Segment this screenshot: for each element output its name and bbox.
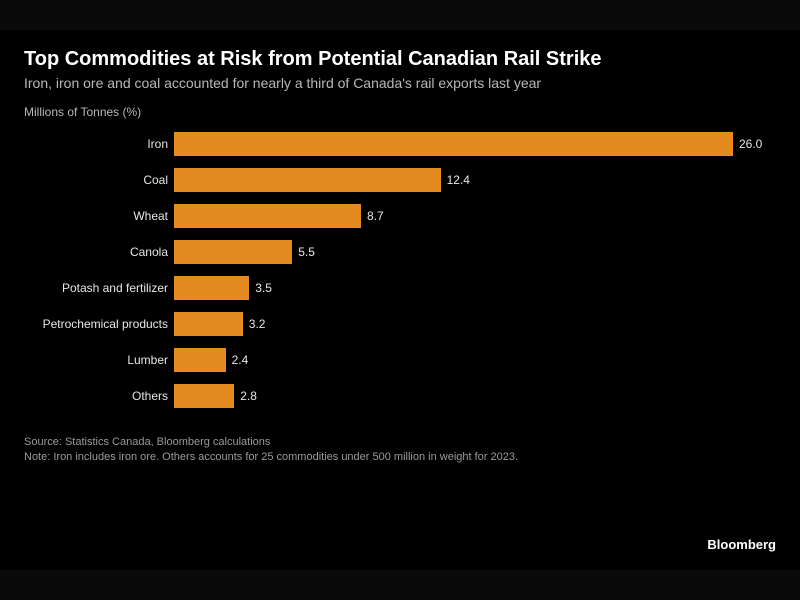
value-label: 3.5	[255, 281, 272, 295]
footnote-line: Note: Iron includes iron ore. Others acc…	[24, 450, 776, 465]
bar-row: Lumber 2.4	[24, 345, 776, 375]
bar	[174, 132, 733, 155]
brand-label: Bloomberg	[707, 537, 776, 552]
bar-track: 5.5	[174, 240, 776, 263]
bar	[174, 348, 226, 371]
bar	[174, 204, 361, 227]
bar-row: Wheat 8.7	[24, 201, 776, 231]
value-label: 26.0	[739, 137, 762, 151]
bar	[174, 240, 292, 263]
value-label: 3.2	[249, 317, 266, 331]
chart-title: Top Commodities at Risk from Potential C…	[24, 48, 776, 71]
letterbox-top	[0, 0, 800, 30]
bar	[174, 168, 441, 191]
value-label: 8.7	[367, 209, 384, 223]
category-label: Iron	[24, 137, 174, 151]
bar-row: Coal 12.4	[24, 165, 776, 195]
value-label: 2.4	[232, 353, 249, 367]
bar-track: 3.2	[174, 312, 776, 335]
value-label: 2.8	[240, 389, 257, 403]
bar-track: 2.4	[174, 348, 776, 371]
bar	[174, 312, 243, 335]
value-label: 12.4	[447, 173, 470, 187]
bar-track: 8.7	[174, 204, 776, 227]
category-label: Wheat	[24, 209, 174, 223]
bar-row: Others 2.8	[24, 381, 776, 411]
bar-track: 12.4	[174, 168, 776, 191]
bar-list: Iron 26.0 Coal 12.4 Wheat 8.7 Canola 5.5 Potash …	[24, 129, 776, 411]
chart-footnotes: Source: Statistics Canada, Bloomberg cal…	[24, 435, 776, 465]
bar-row: Canola 5.5	[24, 237, 776, 267]
category-label: Coal	[24, 173, 174, 187]
category-label: Lumber	[24, 353, 174, 367]
chart-panel: Top Commodities at Risk from Potential C…	[0, 30, 800, 570]
bar-track: 2.8	[174, 384, 776, 407]
category-label: Others	[24, 389, 174, 403]
letterbox-bottom	[0, 570, 800, 600]
category-label: Potash and fertilizer	[24, 281, 174, 295]
chart-subtitle: Iron, iron ore and coal accounted for ne…	[24, 75, 776, 91]
bar-row: Petrochemical products 3.2	[24, 309, 776, 339]
bar-row: Potash and fertilizer 3.5	[24, 273, 776, 303]
category-label: Canola	[24, 245, 174, 259]
bar-track: 3.5	[174, 276, 776, 299]
category-label: Petrochemical products	[24, 317, 174, 331]
bar-row: Iron 26.0	[24, 129, 776, 159]
bar-track: 26.0	[174, 132, 776, 155]
bar	[174, 276, 249, 299]
footnote-line: Source: Statistics Canada, Bloomberg cal…	[24, 435, 776, 450]
bar	[174, 384, 234, 407]
value-label: 5.5	[298, 245, 315, 259]
chart-unit-label: Millions of Tonnes (%)	[24, 105, 776, 119]
